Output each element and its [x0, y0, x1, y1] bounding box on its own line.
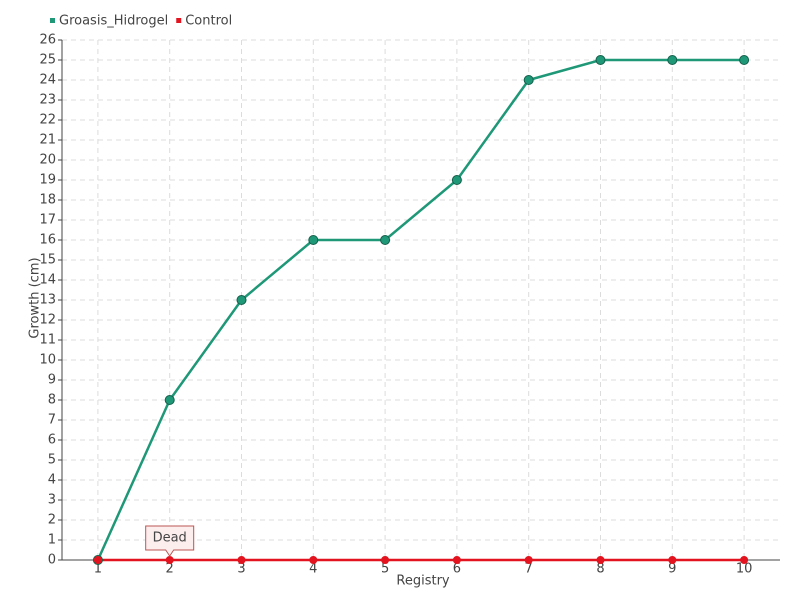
data-point: [595, 55, 606, 65]
y-tick-label: 5: [48, 453, 56, 468]
y-tick-label: 23: [39, 93, 56, 108]
y-tick-label: 4: [48, 473, 56, 488]
data-point: [309, 556, 318, 564]
data-point: [237, 556, 246, 564]
x-tick-label: 5: [381, 562, 389, 577]
y-tick-label: 9: [48, 373, 56, 388]
y-tick-label: 7: [48, 413, 56, 428]
y-tick-label: 12: [39, 313, 56, 328]
data-point: [93, 556, 102, 564]
x-tick-label: 8: [596, 562, 604, 577]
y-tick-label: 3: [48, 493, 56, 508]
x-tick-label: 9: [668, 562, 676, 577]
data-point: [524, 556, 533, 564]
data-point: [740, 556, 749, 564]
x-tick-label: 1: [94, 562, 102, 577]
x-tick-label: 4: [309, 562, 317, 577]
x-tick-label: 7: [525, 562, 533, 577]
series-line: [96, 58, 745, 561]
y-axis-label: Growth (cm): [28, 257, 43, 338]
legend-swatch: [50, 18, 55, 23]
annotation-text: Dead: [153, 531, 187, 546]
annotation: Dead: [145, 525, 195, 557]
data-point: [596, 556, 605, 564]
y-tick-label: 14: [39, 273, 56, 288]
y-tick-label: 6: [48, 433, 56, 448]
data-point: [308, 235, 319, 245]
data-point: [380, 235, 391, 245]
legend-label: Control: [185, 14, 232, 29]
y-tick-label: 21: [39, 133, 56, 148]
y-tick-label: 15: [39, 253, 56, 268]
x-axis-label: Registry: [396, 574, 450, 589]
y-tick-label: 0: [48, 553, 56, 568]
x-tick-label: 6: [453, 562, 461, 577]
annotation-box: [145, 525, 195, 557]
data-point: [452, 556, 461, 564]
y-tick-label: 19: [39, 173, 56, 188]
legend-swatch: [176, 18, 182, 23]
y-tick-label: 22: [39, 113, 56, 128]
data-point: [739, 55, 750, 65]
x-tick-label: 10: [736, 562, 753, 577]
data-point: [164, 395, 175, 405]
data-point: [668, 556, 677, 564]
y-tick-label: 8: [48, 393, 56, 408]
y-tick-label: 16: [39, 233, 56, 248]
y-tick-label: 10: [39, 353, 56, 368]
x-tick-label: 2: [166, 562, 174, 577]
y-tick-label: 18: [39, 193, 56, 208]
y-tick-label: 26: [39, 33, 56, 48]
legend-label: Groasis_Hidrogel: [59, 14, 168, 29]
x-tick-label: 3: [237, 562, 245, 577]
y-tick-label: 1: [48, 533, 56, 548]
data-point: [236, 295, 247, 305]
data-point: [451, 175, 462, 185]
y-tick-label: 25: [39, 53, 56, 68]
data-point: [667, 55, 678, 65]
data-point: [523, 75, 534, 85]
y-tick-label: 20: [39, 153, 56, 168]
y-tick-label: 24: [39, 73, 56, 88]
data-point: [381, 556, 390, 564]
y-tick-label: 13: [39, 293, 56, 308]
y-tick-label: 11: [39, 333, 56, 348]
y-tick-label: 17: [39, 213, 56, 228]
data-point: [165, 556, 174, 564]
y-tick-label: 2: [48, 513, 56, 528]
